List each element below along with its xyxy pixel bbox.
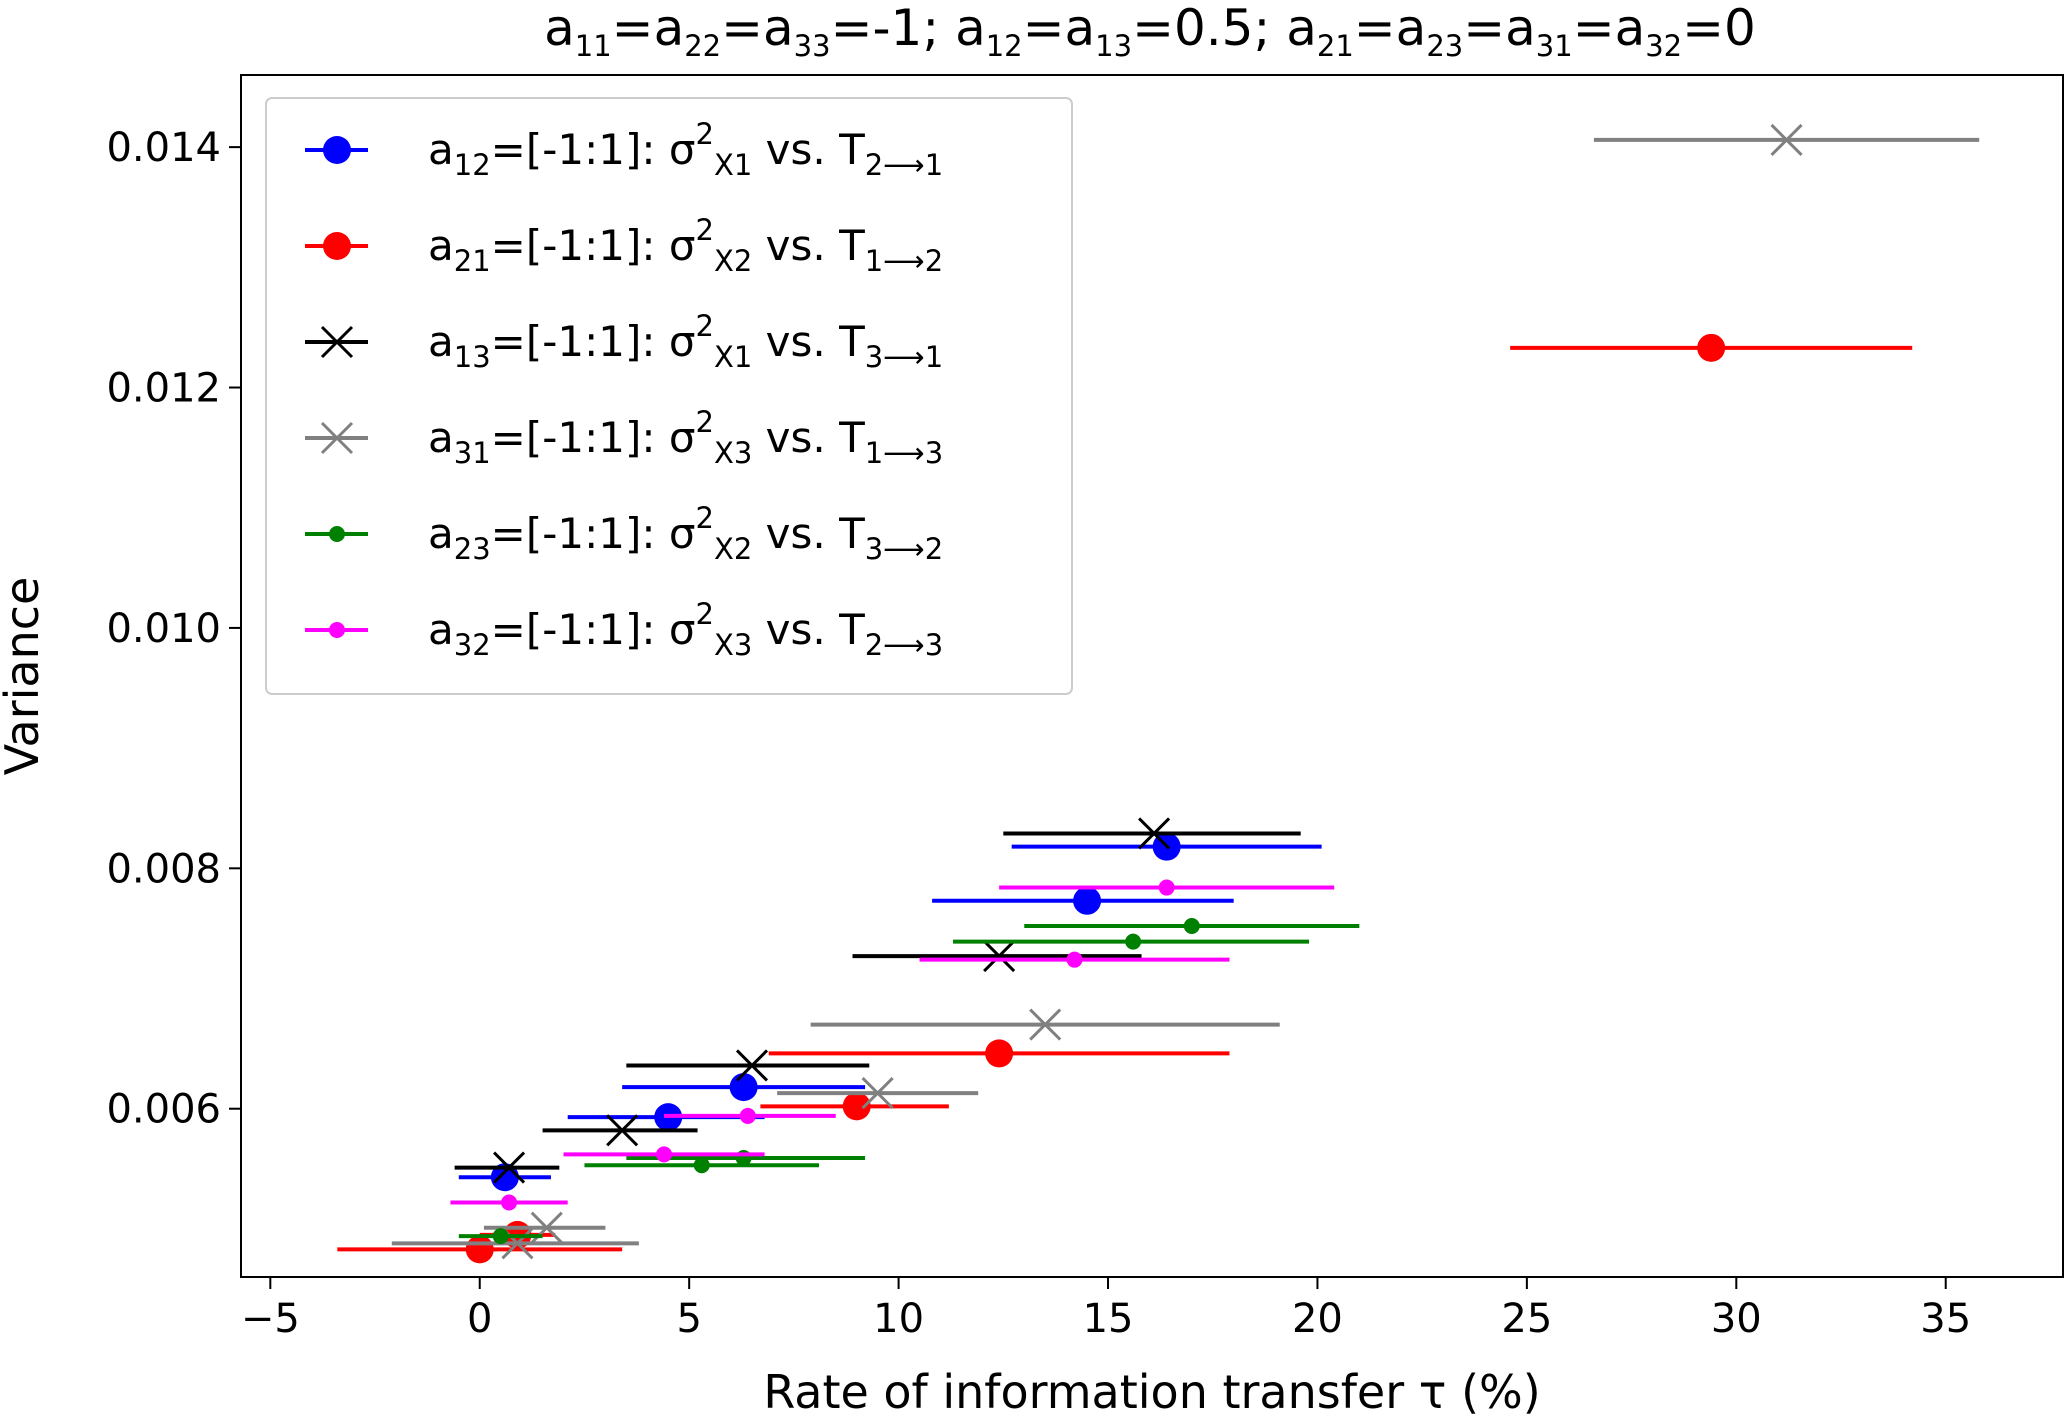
x-tick-label: 20: [1292, 1296, 1343, 1342]
data-point-marker: [329, 622, 345, 638]
data-point-marker: [1029, 1008, 1062, 1041]
plot-frame: [240, 74, 2064, 1278]
x-tick-label: 10: [873, 1296, 924, 1342]
data-point: [563, 1146, 765, 1163]
data-point-marker: [320, 421, 354, 455]
data-point-marker: [729, 1073, 758, 1102]
x-tick-label: 5: [676, 1296, 701, 1342]
data-point-marker: [1125, 933, 1142, 950]
data-point-marker: [501, 1194, 518, 1211]
y-tick-label: 0.010: [106, 606, 221, 652]
legend-box: [265, 97, 1073, 695]
data-point: [852, 940, 1142, 973]
axis-ticks: −5 0 5 10 15 20 25 30 35 0.006 0.008 0.010 0.012 0.01…: [106, 125, 1971, 1342]
y-tick-label: 0.014: [106, 125, 221, 171]
data-point-marker: [861, 1077, 894, 1110]
y-axis-label: Variance: [0, 577, 49, 776]
data-point: [584, 1157, 820, 1174]
data-point: [1003, 817, 1301, 850]
data-point: [1593, 123, 1980, 156]
legend-label: a21=[-1:1]: σ2X2 vs. T1⟶2: [428, 213, 943, 278]
data-point: [664, 1107, 836, 1124]
data-point: [622, 1073, 866, 1102]
data-point-marker: [1066, 951, 1083, 968]
data-point-marker: [1073, 886, 1102, 915]
data-point: [768, 1039, 1230, 1068]
plot-marks: [337, 123, 1980, 1264]
data-point: [626, 1049, 870, 1082]
data-point-marker: [1183, 918, 1200, 935]
data-point: [454, 1151, 560, 1184]
y-tick-label: 0.006: [106, 1087, 221, 1133]
data-point-marker: [493, 1151, 526, 1184]
data-point-marker: [323, 232, 351, 260]
series-6: [450, 879, 1335, 1211]
legend-entry: a23=[-1:1]: σ2X2 vs. T3⟶2: [305, 501, 943, 566]
legend-label: a12=[-1:1]: σ2X1 vs. T2⟶1: [428, 117, 943, 182]
data-point: [919, 951, 1230, 968]
data-point-marker: [985, 1039, 1014, 1068]
series-5: [458, 918, 1360, 1245]
chart-title: a11=a22=a33=-1; a12=a13=0.5; a21=a23=a31…: [544, 0, 1756, 63]
legend-entry: a12=[-1:1]: σ2X1 vs. T2⟶1: [305, 117, 943, 182]
x-tick-label: 15: [1083, 1296, 1134, 1342]
data-point: [450, 1194, 568, 1211]
data-point-marker: [1138, 817, 1171, 850]
legend-entry: a32=[-1:1]: σ2X3 vs. T2⟶3: [305, 597, 943, 662]
data-point-marker: [465, 1235, 494, 1264]
series-3: [454, 817, 1301, 1184]
data-point: [1024, 918, 1360, 935]
legend-label: a31=[-1:1]: σ2X3 vs. T1⟶3: [428, 405, 943, 470]
data-point-marker: [739, 1107, 756, 1124]
data-point: [999, 879, 1335, 896]
x-tick-label: 35: [1920, 1296, 1971, 1342]
data-point-marker: [656, 1146, 673, 1163]
data-point-marker: [1770, 123, 1803, 156]
x-tick-label: 0: [467, 1296, 492, 1342]
data-point-marker: [735, 1049, 769, 1082]
data-point-marker: [1697, 333, 1726, 362]
data-point-marker: [983, 940, 1016, 973]
y-tick-label: 0.008: [106, 846, 221, 892]
data-point: [337, 1235, 623, 1264]
legend-entry: a31=[-1:1]: σ2X3 vs. T1⟶3: [305, 405, 943, 470]
legend-entry: a13=[-1:1]: σ2X1 vs. T3⟶1: [305, 309, 943, 374]
data-point: [953, 933, 1310, 950]
data-point: [932, 886, 1234, 915]
data-point-marker: [492, 1228, 509, 1245]
data-point-marker: [1158, 879, 1175, 896]
x-tick-label: −5: [241, 1296, 300, 1342]
data-point-marker: [320, 325, 354, 359]
data-point: [810, 1008, 1280, 1041]
data-point-marker: [323, 136, 351, 164]
data-point: [760, 1092, 949, 1121]
x-axis-label: Rate of information transfer τ (%): [763, 1365, 1540, 1419]
legend-label: a13=[-1:1]: σ2X1 vs. T3⟶1: [428, 309, 943, 374]
x-tick-label: 25: [1501, 1296, 1552, 1342]
data-point: [458, 1228, 543, 1245]
data-point: [542, 1114, 698, 1147]
legend: a12=[-1:1]: σ2X1 vs. T2⟶1 a21=[-1:1]: σ2X…: [265, 97, 1073, 695]
data-point-marker: [693, 1157, 710, 1174]
legend-label: a23=[-1:1]: σ2X2 vs. T3⟶2: [428, 501, 943, 566]
data-point-marker: [842, 1092, 871, 1121]
data-point-marker: [606, 1114, 639, 1147]
y-tick-label: 0.012: [106, 366, 221, 412]
x-tick-label: 30: [1711, 1296, 1762, 1342]
data-point: [1510, 333, 1913, 362]
data-point: [777, 1077, 979, 1110]
legend-entry: a21=[-1:1]: σ2X2 vs. T1⟶2: [305, 213, 943, 278]
legend-label: a32=[-1:1]: σ2X3 vs. T2⟶3: [428, 597, 943, 662]
data-point-marker: [329, 526, 345, 542]
